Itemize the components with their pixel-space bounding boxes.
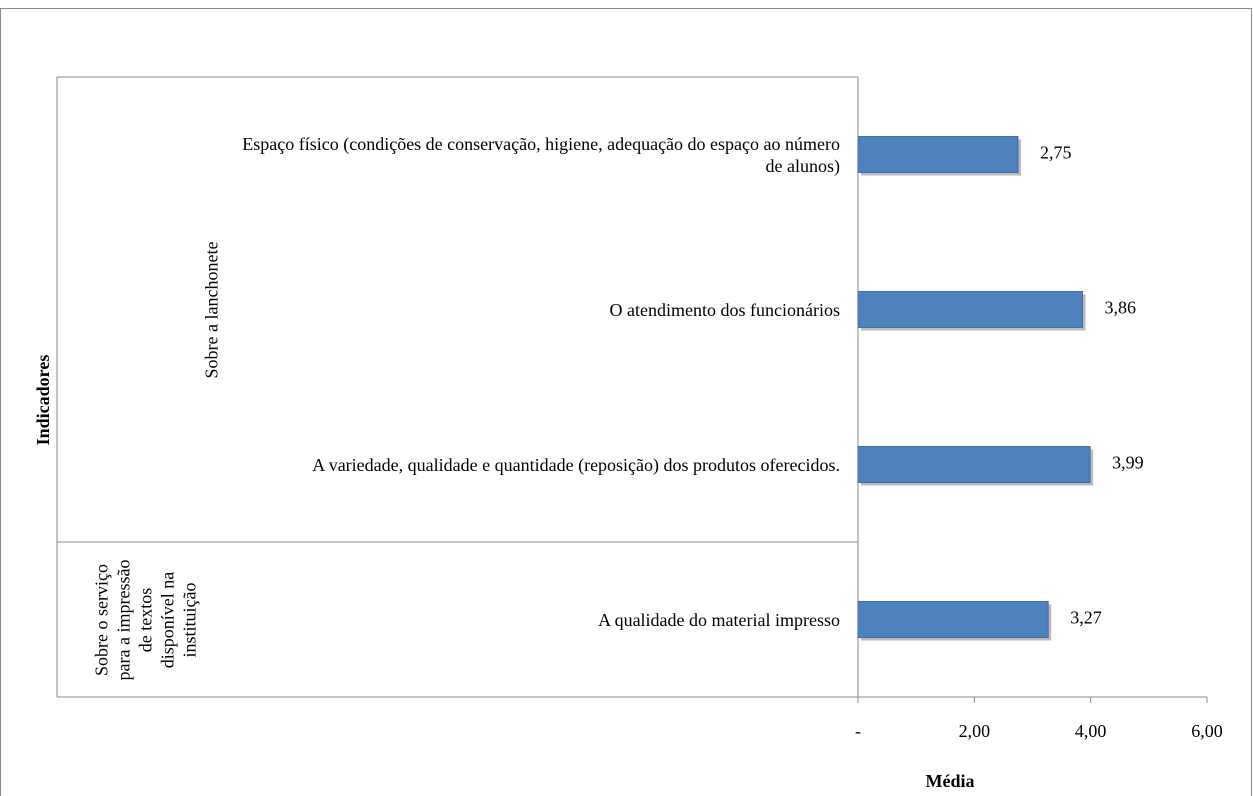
category-label-text: Espaço físico (condições de conservação,… <box>242 133 840 176</box>
group-label-text: Sobre o serviço para a impressão de text… <box>91 559 200 681</box>
x-tick-label: 4,00 <box>1075 721 1107 741</box>
bar <box>857 136 1019 173</box>
value-label: 2,75 <box>1040 143 1072 163</box>
x-tick-label: 2,00 <box>959 721 991 741</box>
category-label: Espaço físico (condições de conservação,… <box>240 105 840 205</box>
category-label-text: A variedade, qualidade e quantidade (rep… <box>312 454 840 475</box>
category-label: A variedade, qualidade e quantidade (rep… <box>240 415 840 515</box>
value-label: 3,27 <box>1070 608 1102 628</box>
category-label: O atendimento dos funcionários <box>240 260 840 360</box>
y-axis-title: Indicadores <box>33 355 53 446</box>
chart-border <box>0 8 1252 796</box>
bar <box>857 601 1049 638</box>
value-label: 3,99 <box>1112 453 1144 473</box>
bar <box>857 446 1091 483</box>
category-label: A qualidade do material impresso <box>240 570 840 670</box>
category-label-text: O atendimento dos funcionários <box>609 299 840 320</box>
x-tick-label: 6,00 <box>1191 721 1223 741</box>
group-label: Sobre a lanchonete <box>201 241 222 379</box>
x-axis-title: Média <box>926 771 975 791</box>
bar <box>857 291 1084 328</box>
category-label-text: A qualidade do material impresso <box>598 609 840 630</box>
group-label: Sobre o serviço para a impressão de text… <box>84 543 208 698</box>
value-label: 3,86 <box>1105 298 1137 318</box>
x-tick-label: - <box>855 721 861 741</box>
